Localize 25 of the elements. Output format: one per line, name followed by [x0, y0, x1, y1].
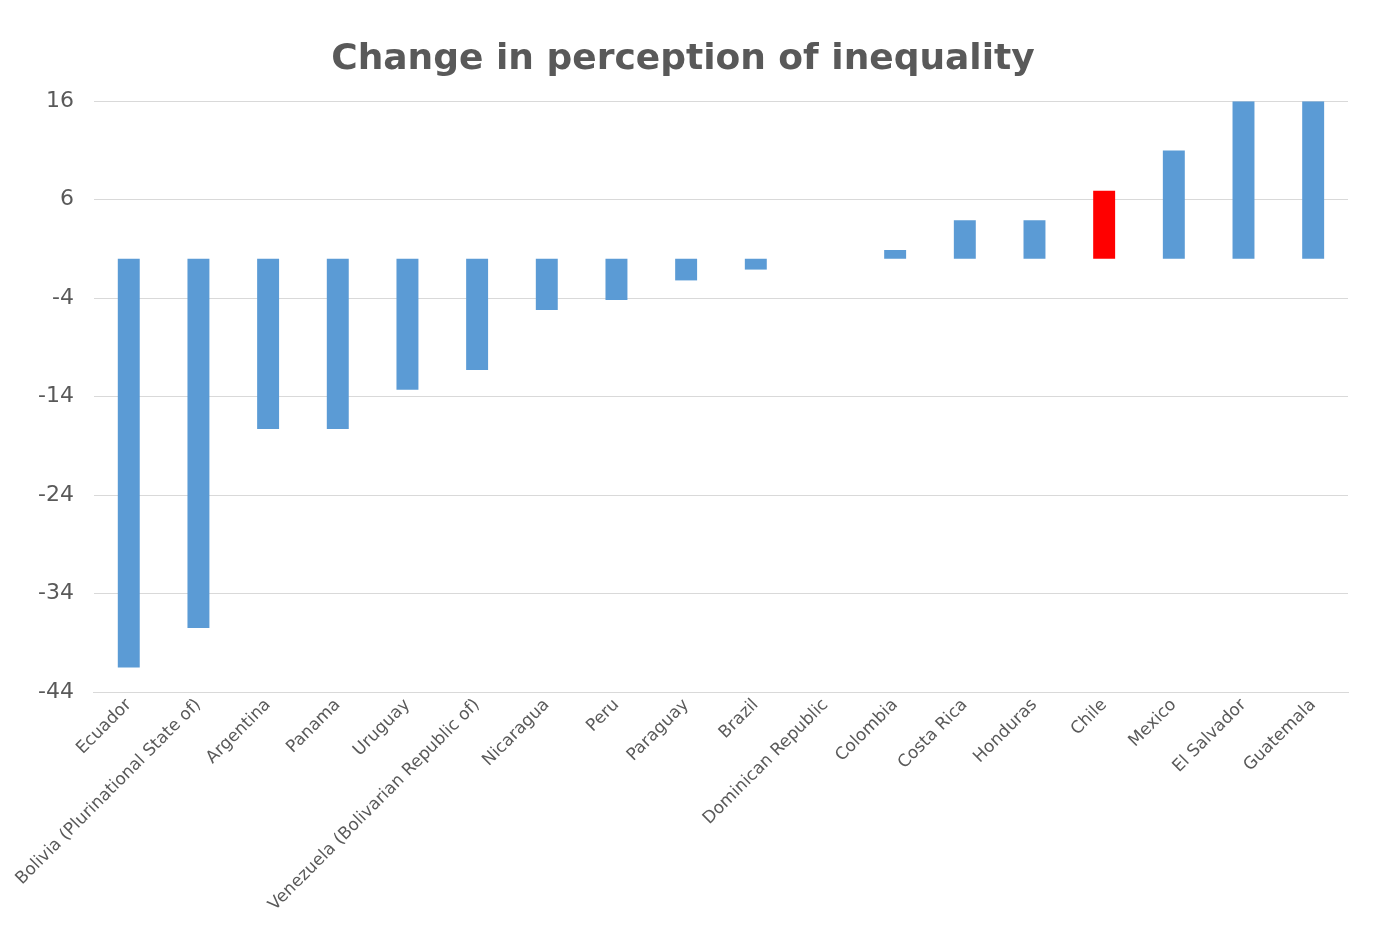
- bar: [884, 249, 907, 259]
- y-tick-label: -4: [52, 283, 74, 309]
- bar: [1023, 220, 1046, 259]
- bar: [466, 258, 489, 371]
- bar: [257, 258, 280, 430]
- bar: [675, 258, 698, 281]
- y-tick-label: -44: [38, 677, 74, 703]
- y-tick-label: -34: [38, 579, 74, 605]
- bar: [744, 258, 767, 270]
- bar: [117, 258, 140, 668]
- chart-title: Change in perception of inequality: [331, 35, 1035, 77]
- y-tick-label: 6: [59, 185, 74, 211]
- bar: [187, 258, 210, 629]
- bar: [1232, 101, 1255, 259]
- bar: [1302, 101, 1325, 259]
- bar: [953, 220, 976, 259]
- y-tick-label: -14: [38, 382, 74, 408]
- bar: [396, 258, 419, 390]
- y-tick-label: 16: [45, 86, 74, 112]
- bar: [535, 258, 558, 310]
- bar: [605, 258, 628, 301]
- bar: [1162, 150, 1185, 259]
- bar: [326, 258, 349, 430]
- bar: [1093, 190, 1116, 259]
- y-tick-label: -24: [38, 480, 74, 506]
